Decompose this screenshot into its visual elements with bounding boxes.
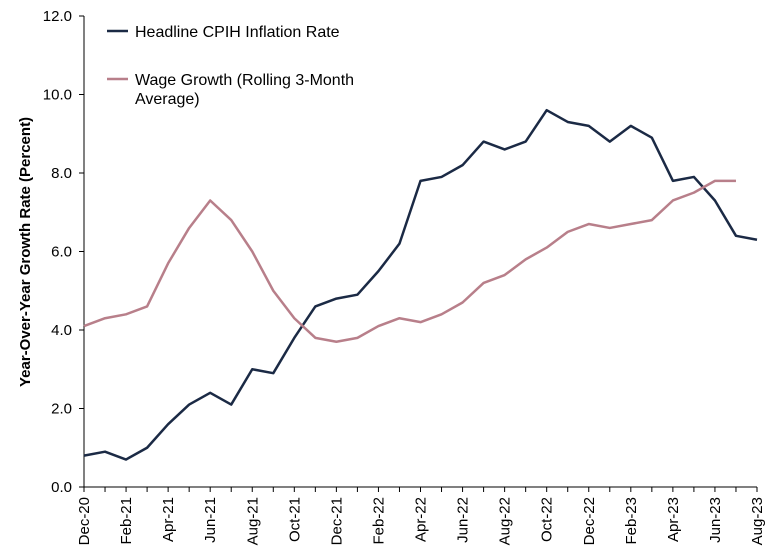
y-tick-label: 12.0 — [43, 8, 72, 25]
x-tick-label: Aug-23 — [749, 497, 766, 545]
y-tick-label: 8.0 — [51, 165, 72, 182]
legend: Headline CPIH Inflation Rate Wage Growth … — [107, 24, 354, 108]
legend-label: Wage Growth (Rolling 3-Month — [135, 72, 354, 89]
x-tick-label: Apr-21 — [160, 497, 177, 542]
x-tick-label: Feb-22 — [370, 497, 387, 545]
x-tick-label: Jun-21 — [202, 497, 219, 543]
y-axis-title: Year-Over-Year Growth Rate (Percent) — [17, 117, 34, 387]
x-tick-label: Feb-23 — [623, 497, 640, 545]
x-tick-label: Apr-22 — [413, 497, 430, 542]
x-tick-label: Dec-21 — [328, 497, 345, 545]
y-tick-label: 2.0 — [51, 401, 72, 418]
x-tick-label: Aug-22 — [497, 497, 514, 545]
y-tick-label: 10.0 — [43, 87, 72, 104]
legend-label: Average) — [135, 91, 200, 108]
y-tick-label: 6.0 — [51, 244, 72, 261]
x-tick-label: Dec-22 — [581, 497, 598, 545]
y-tick-label: 0.0 — [51, 479, 72, 496]
x-tick-label: Oct-21 — [286, 497, 303, 542]
y-tick-label: 4.0 — [51, 322, 72, 339]
axes: 0.0 2.0 4.0 6.0 8.0 10.0 12.0 Dec-20 Feb-21 Apr-2… — [43, 8, 766, 545]
series-line-cpih-inflation — [83, 108, 758, 461]
legend-label: Headline CPIH Inflation Rate — [135, 24, 340, 41]
x-tick-label: Dec-20 — [76, 497, 93, 545]
x-tick-label: Jun-23 — [707, 497, 724, 543]
x-tick-label: Jun-22 — [455, 497, 472, 543]
series-line-wage-growth — [83, 179, 736, 344]
x-tick-label: Aug-21 — [244, 497, 261, 545]
x-tick-label: Apr-23 — [665, 497, 682, 542]
x-tick-label: Oct-22 — [539, 497, 556, 542]
series-layer — [83, 108, 758, 461]
x-tick-label: Feb-21 — [118, 497, 135, 545]
